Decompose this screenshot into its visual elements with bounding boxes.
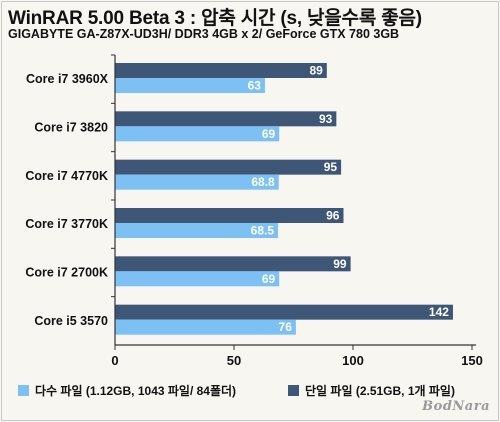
x-tick-label: 0 <box>111 353 118 368</box>
data-label: 93 <box>319 112 333 126</box>
data-label: 95 <box>324 160 338 174</box>
legend-item-single: 단일 파일 (2.51GB, 1개 파일) <box>288 382 455 399</box>
category-label: Core i7 4770K <box>25 169 108 183</box>
legend-item-multi: 다수 파일 (1.12GB, 1043 파일/ 84폴더) <box>18 382 236 399</box>
bar-multi-file <box>115 271 280 287</box>
bar-single-file <box>115 63 327 78</box>
chart-title: WinRAR 5.00 Beta 3 : 압축 시간 (s, 낮을수록 좋음) <box>8 8 422 29</box>
bar-multi-file <box>115 174 279 190</box>
legend-swatch-single <box>288 385 299 396</box>
watermark-logo: BodNara <box>422 399 490 414</box>
data-label: 68.5 <box>251 224 275 238</box>
data-label: 68.8 <box>251 175 275 189</box>
data-label: 89 <box>309 64 323 78</box>
category-label: Core i7 3820 <box>34 121 108 135</box>
bar-single-file <box>115 111 337 127</box>
data-label: 99 <box>333 257 347 271</box>
legend-label-multi: 다수 파일 (1.12GB, 1043 파일/ 84폴더) <box>35 384 237 398</box>
category-label: Core i7 3960X <box>26 72 109 86</box>
data-label: 69 <box>262 127 276 141</box>
category-label: Core i7 3770K <box>25 217 108 231</box>
bar-single-file <box>115 208 344 223</box>
chart-subtitle: GIGABYTE GA-Z87X-UD3H/ DDR3 4GB x 2/ GeF… <box>8 27 400 41</box>
bar-single-file <box>115 159 342 175</box>
data-label: 142 <box>429 305 449 319</box>
x-tick-label: 100 <box>342 353 364 368</box>
data-label: 76 <box>279 320 293 334</box>
bar-single-file <box>115 304 453 320</box>
data-label: 69 <box>262 272 276 286</box>
bar-multi-file <box>115 223 279 238</box>
data-label: 96 <box>326 209 340 223</box>
legend-label-single: 단일 파일 (2.51GB, 1개 파일) <box>305 384 455 398</box>
x-tick-label: 150 <box>461 353 483 368</box>
bar-single-file <box>115 256 351 272</box>
data-label: 63 <box>248 79 262 93</box>
bar-multi-file <box>115 126 280 142</box>
legend: 다수 파일 (1.12GB, 1043 파일/ 84폴더) 단일 파일 (2.5… <box>12 382 492 398</box>
bar-multi-file <box>115 78 265 93</box>
bar-chart: Core i7 3960X 89 63 Core i7 3820 93 69 Core i7… <box>25 54 483 368</box>
x-tick-label: 50 <box>227 353 241 368</box>
category-label: Core i5 3570 <box>34 314 108 328</box>
legend-swatch-multi <box>18 385 29 396</box>
bar-multi-file <box>115 319 296 335</box>
category-label: Core i7 2700K <box>25 266 108 280</box>
